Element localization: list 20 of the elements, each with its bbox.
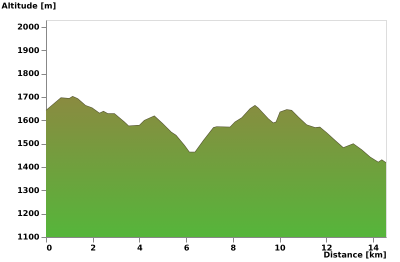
x-tick-label: 2: [90, 244, 96, 252]
y-tick-label: 1300: [17, 186, 40, 195]
y-axis-title: Altitude [m]: [2, 2, 56, 10]
x-tick-label: 8: [230, 244, 237, 252]
y-tick-label: 1500: [17, 139, 40, 148]
x-tick-label: 14: [368, 244, 380, 252]
y-tick-label: 1800: [17, 69, 40, 78]
y-tick-label: 1900: [17, 46, 40, 55]
x-tick-label: 6: [184, 244, 190, 252]
x-axis-title: Distance [km]: [324, 250, 386, 260]
x-tick-label: 12: [321, 244, 332, 252]
x-tick-label: 4: [137, 244, 144, 252]
x-tick-label: 0: [46, 244, 52, 252]
y-tick-label: 1700: [17, 92, 40, 102]
y-tick-label: 1100: [17, 232, 40, 242]
y-tick-label: 2000: [17, 22, 40, 32]
y-tick-label: 1200: [17, 209, 40, 218]
y-tick-label: 1400: [17, 162, 40, 172]
y-tick-label: 1600: [17, 116, 40, 125]
x-tick-label: 10: [274, 244, 286, 252]
